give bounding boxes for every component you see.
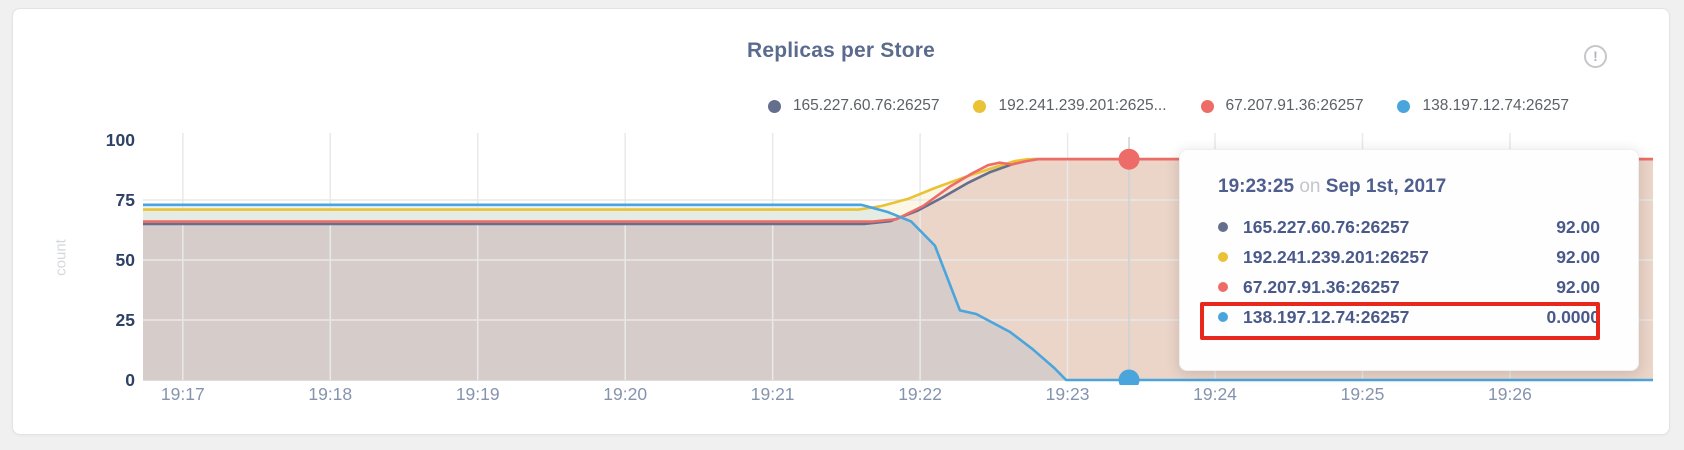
x-tick-label: 19:18 [308, 384, 353, 404]
series-area [143, 204, 1653, 380]
x-tick-label: 19:24 [1193, 384, 1237, 404]
legend-item[interactable]: 138.197.12.74:26257 [1397, 97, 1569, 115]
tooltip-row: 138.197.12.74:26257 0.0000 [1218, 302, 1600, 332]
y-tick-label: 100 [105, 130, 135, 150]
x-tick-label: 19:17 [160, 384, 205, 404]
y-tick-label: 75 [115, 190, 135, 210]
y-tick-label: 50 [115, 250, 135, 270]
legend-item[interactable]: 192.241.239.201:2625... [973, 97, 1167, 115]
tooltip-row: 67.207.91.36:26257 92.00 [1218, 272, 1600, 302]
tooltip-row: 192.241.239.201:26257 92.00 [1218, 242, 1600, 272]
tooltip-series-dot-icon [1218, 282, 1228, 292]
chart-title: Replicas per Store [746, 39, 935, 62]
series-line [143, 157, 1653, 223]
x-tick-label: 19:22 [898, 384, 942, 404]
tooltip-date: Sep 1st, 2017 [1325, 176, 1447, 197]
legend-item-label: 165.227.60.76:26257 [792, 97, 940, 114]
chart-legend: 165.227.60.76:26257 192.241.239.201:2625.… [573, 97, 1569, 115]
legend-item[interactable]: 165.227.60.76:26257 [767, 97, 940, 115]
tooltip-row: 165.227.60.76:26257 92.00 [1218, 212, 1600, 242]
tooltip-series-value: 92.00 [1556, 246, 1600, 267]
tooltip-conjunction: on [1299, 176, 1321, 197]
y-tick-label: 25 [115, 310, 135, 330]
x-tick-label: 19:19 [455, 384, 500, 404]
tooltip-series-dot-icon [1218, 252, 1228, 262]
tooltip-series-label: 192.241.239.201:26257 [1243, 246, 1429, 267]
y-axis-label: count [52, 239, 70, 276]
highlight-box [1200, 302, 1600, 340]
x-tick-label: 19:25 [1340, 384, 1385, 404]
tooltip-series-label: 165.227.60.76:26257 [1243, 216, 1410, 237]
tooltip-series-value: 0.0000 [1546, 306, 1600, 327]
tooltip-header: 19:23:25 on Sep 1st, 2017 [1218, 176, 1602, 198]
chart-card: Replicas per Store ! 165.227.60.76:26257… [12, 8, 1670, 435]
tooltip-series-value: 92.00 [1556, 276, 1600, 297]
hover-tooltip: 19:23:25 on Sep 1st, 2017 165.227.60.76:… [1179, 149, 1639, 371]
x-tick-label: 19:20 [603, 384, 648, 404]
tooltip-series-dot-icon [1218, 312, 1228, 322]
legend-item-label: 192.241.239.201:2625... [998, 97, 1167, 114]
hover-dot [1118, 148, 1140, 170]
legend-dot-icon [1397, 99, 1411, 113]
tooltip-series-dot-icon [1218, 222, 1228, 232]
legend-item[interactable]: 67.207.91.36:26257 [1200, 97, 1364, 115]
legend-item-label: 67.207.91.36:26257 [1225, 97, 1364, 114]
tooltip-rows: 165.227.60.76:26257 92.00 192.241.239.201:… [1218, 212, 1600, 332]
x-tick-label: 19:23 [1045, 384, 1090, 404]
legend-dot-icon [1200, 99, 1214, 113]
series-line [143, 203, 1653, 382]
legend-dot-icon [767, 99, 781, 113]
alert-glyph: ! [1593, 48, 1598, 64]
x-tick-label: 19:26 [1488, 384, 1532, 404]
tooltip-time: 19:23:25 [1218, 176, 1295, 197]
alert-circle-icon[interactable]: ! [1584, 45, 1607, 68]
y-tick-label: 0 [125, 370, 135, 390]
x-tick-label: 19:21 [750, 384, 795, 404]
legend-item-label: 138.197.12.74:26257 [1422, 97, 1569, 114]
tooltip-series-value: 92.00 [1556, 216, 1600, 237]
legend-dot-icon [973, 99, 987, 113]
tooltip-series-label: 138.197.12.74:26257 [1243, 306, 1410, 327]
tooltip-series-label: 67.207.91.36:26257 [1243, 276, 1400, 297]
